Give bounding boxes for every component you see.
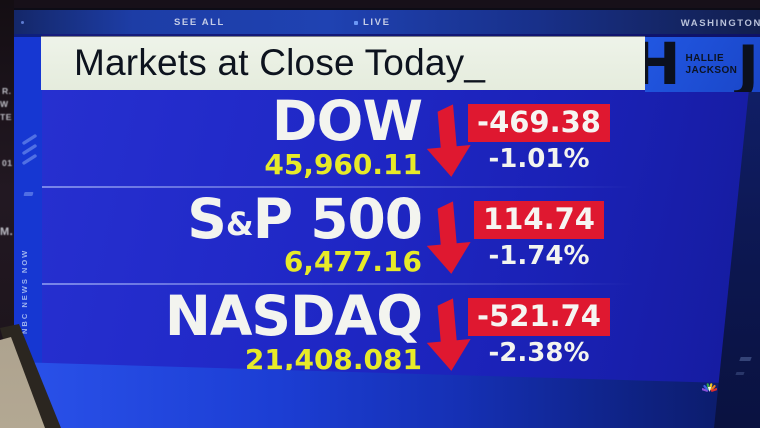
index-name: DOW xyxy=(271,89,423,154)
trend-arrow-column xyxy=(422,101,474,177)
index-name: S&P 500 xyxy=(187,186,423,251)
change-percent: -1.01% xyxy=(488,143,590,174)
topbar-dot-icon xyxy=(21,21,24,24)
index-name-column: NASDAQ 21,408.081 xyxy=(42,283,423,376)
index-close-value: 45,960.11 xyxy=(264,147,422,181)
anchor-first-name: HALLIE xyxy=(685,52,725,64)
index-close-value: 6,477.16 xyxy=(283,245,422,279)
index-name-column: DOW 45,960.11 xyxy=(42,89,423,181)
channel-topbar: SEE ALL LIVE WASHINGTON xyxy=(14,10,760,34)
show-badge-hallie-jackson: H HALLIE JACKSON J xyxy=(645,37,760,92)
channel-logo-mark-icon xyxy=(22,134,37,165)
down-arrow-icon xyxy=(426,298,471,372)
live-label: LIVE xyxy=(363,17,391,28)
location-label: WASHINGTON xyxy=(680,18,760,29)
background-text-fragment: M. xyxy=(0,226,14,238)
change-percent: -2.38% xyxy=(488,338,590,369)
see-all-menu-item[interactable]: SEE ALL xyxy=(174,17,225,28)
trend-arrow-column xyxy=(422,198,474,274)
down-arrow-icon xyxy=(426,201,471,274)
adjacent-screen-sliver: R. W TE 01 M. xyxy=(0,0,14,428)
anchor-last-name: JACKSON xyxy=(685,64,738,76)
background-text-fragment: TE xyxy=(0,112,12,122)
band-dash-icon xyxy=(23,192,34,196)
market-rows: DOW 45,960.11 -469.38 -1.01% xyxy=(42,89,610,382)
change-percent: -1.74% xyxy=(488,240,590,271)
market-row-nasdaq: NASDAQ 21,408.081 -521.74 -2.38% xyxy=(42,283,610,382)
trend-arrow-column xyxy=(422,295,474,372)
headline-title: Markets at Close Today_ xyxy=(74,42,486,83)
index-name-column: S&P 500 6,477.16 xyxy=(42,186,423,279)
live-dot-icon xyxy=(354,20,358,25)
channel-name-vertical: NBC NEWS NOW xyxy=(20,248,29,334)
background-text-fragment: 01 xyxy=(2,158,13,168)
change-badge: -469.38 xyxy=(468,103,610,142)
market-row-sp500: S&P 500 6,477.16 114.74 -1.74% xyxy=(42,187,604,284)
change-column: 114.74 -1.74% xyxy=(474,200,604,271)
broadcast-screen: SEE ALL LIVE WASHINGTON NBC NEWS NOW xyxy=(14,8,760,428)
change-column: -521.74 -2.38% xyxy=(468,298,610,369)
index-name: NASDAQ xyxy=(164,283,423,348)
nbc-peacock-icon xyxy=(702,383,717,392)
change-badge: -521.74 xyxy=(468,298,610,337)
row-divider xyxy=(42,283,634,285)
market-row-dow: DOW 45,960.11 -469.38 -1.01% xyxy=(42,89,610,187)
headline-bar: Markets at Close Today_ xyxy=(41,36,645,90)
down-arrow-icon xyxy=(426,104,471,177)
market-board: NBC NEWS NOW Markets at Close Today_ H H… xyxy=(14,34,760,428)
change-column: -469.38 -1.01% xyxy=(468,103,610,174)
row-divider xyxy=(42,186,634,188)
change-badge: 114.74 xyxy=(474,200,604,239)
badge-letter-j: J xyxy=(737,37,759,92)
background-text-fragment: W xyxy=(0,99,9,109)
anchor-name: HALLIE JACKSON xyxy=(686,53,738,77)
background-text-fragment: R. xyxy=(2,86,12,96)
screen-right-edge-shadow xyxy=(714,89,760,428)
live-indicator[interactable]: LIVE xyxy=(354,17,391,28)
badge-letter-h: H xyxy=(645,37,681,92)
